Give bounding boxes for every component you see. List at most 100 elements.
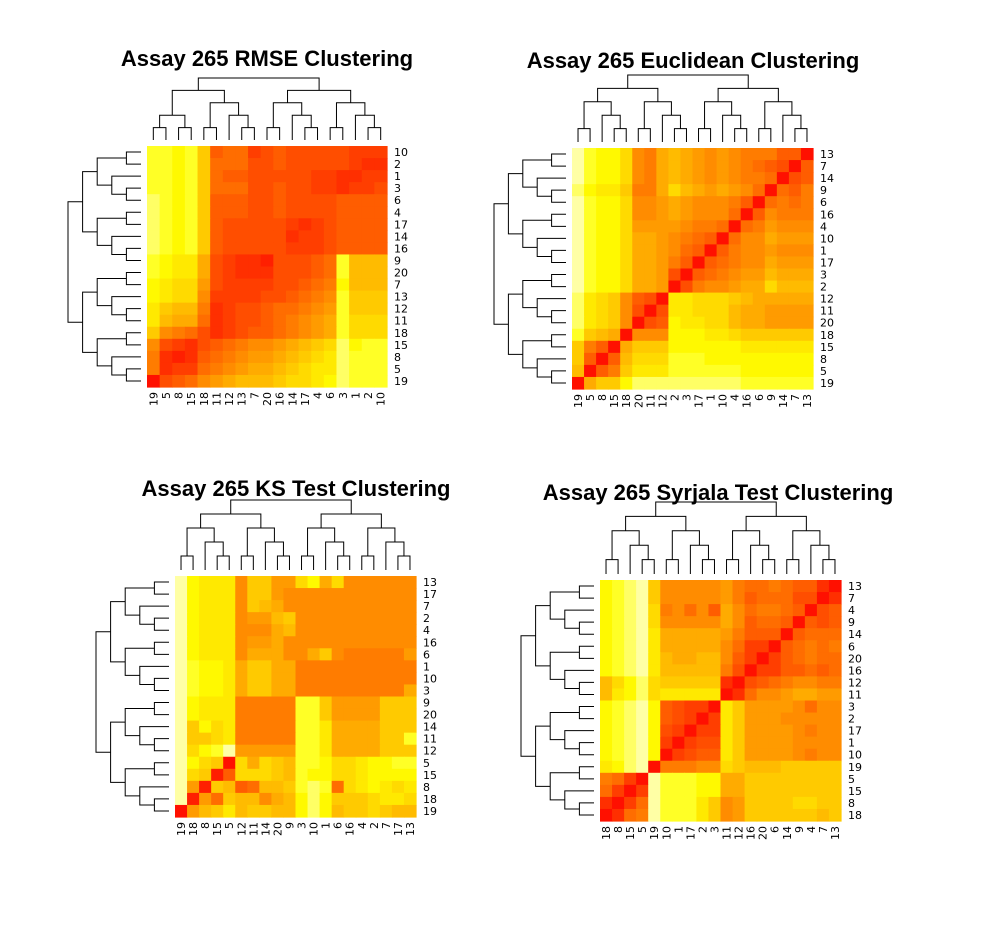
row-dendrogram-link xyxy=(125,272,141,286)
row-dendrogram-link xyxy=(153,738,169,752)
heatmap-cell xyxy=(379,804,393,818)
heatmap-cell xyxy=(644,376,657,390)
rmse-clustering-panel: Assay 265 RMSE Clustering 10213641714169… xyxy=(67,46,413,406)
heatmap-cell xyxy=(285,314,300,328)
heatmap-cell xyxy=(187,672,200,686)
heatmap-cell xyxy=(776,316,790,330)
heatmap-cell xyxy=(672,676,685,690)
row-label: 7 xyxy=(394,279,401,292)
heatmap-cell xyxy=(804,748,818,762)
column-label: 14 xyxy=(777,394,790,408)
heatmap-cell xyxy=(600,676,613,690)
heatmap-cell xyxy=(584,328,597,342)
heatmap-cell xyxy=(403,684,417,698)
heatmap-cell xyxy=(636,652,649,665)
heatmap-cell xyxy=(211,792,224,806)
heatmap-cell xyxy=(720,580,734,593)
heatmap-cell xyxy=(159,254,173,268)
heatmap-cell xyxy=(295,588,309,601)
heatmap-cell xyxy=(692,304,706,318)
heatmap-cell xyxy=(271,708,285,722)
heatmap-cell xyxy=(644,268,657,282)
heatmap-cell xyxy=(295,660,309,673)
heatmap-cell xyxy=(708,796,722,810)
heatmap-cell xyxy=(672,796,685,810)
heatmap-cell xyxy=(728,328,742,342)
heatmap-cell xyxy=(612,760,625,774)
heatmap-cell xyxy=(260,230,274,243)
heatmap-cell xyxy=(319,756,333,770)
heatmap-cell xyxy=(744,676,758,690)
column-dendrogram-link xyxy=(794,128,808,142)
row-label: 17 xyxy=(423,588,437,601)
heatmap-cell xyxy=(223,660,236,673)
heatmap-cell xyxy=(349,254,363,268)
heatmap-cell xyxy=(792,784,806,798)
heatmap-cell xyxy=(668,376,682,390)
heatmap-cell xyxy=(620,364,633,378)
row-dendrogram-link xyxy=(507,293,523,355)
heatmap-cell xyxy=(744,724,758,738)
heatmap-cell xyxy=(740,352,754,366)
row-label: 6 xyxy=(394,194,401,207)
heatmap-cell xyxy=(720,796,734,810)
heatmap-cell xyxy=(716,220,730,233)
heatmap-cell xyxy=(319,600,333,613)
heatmap-cell xyxy=(648,580,661,593)
column-label: 15 xyxy=(211,822,224,836)
heatmap-cell xyxy=(704,304,718,318)
heatmap-cell xyxy=(768,784,782,798)
heatmap-cell xyxy=(680,232,694,245)
heatmap-cell xyxy=(728,220,742,233)
heatmap-cell xyxy=(692,172,706,185)
column-label: 13 xyxy=(801,394,814,408)
column-label: 20 xyxy=(632,394,645,408)
heatmap-cell xyxy=(752,244,766,258)
row-dendrogram-link xyxy=(82,291,98,353)
heatmap-cell xyxy=(323,278,338,292)
heatmap-cell xyxy=(620,376,633,390)
heatmap-cell xyxy=(311,314,325,328)
column-dendrogram-link xyxy=(822,559,836,574)
heatmap-cell xyxy=(248,242,262,256)
heatmap-cell xyxy=(295,636,309,649)
heatmap-cell xyxy=(374,314,388,328)
heatmap-cell xyxy=(696,616,710,629)
heatmap-cell xyxy=(764,220,778,233)
heatmap-cell xyxy=(692,244,706,258)
heatmap-cell xyxy=(740,292,754,306)
heatmap-cell xyxy=(608,280,621,294)
column-dendrogram-link xyxy=(197,77,320,91)
heatmap-cell xyxy=(175,696,188,710)
column-label: 5 xyxy=(584,394,597,401)
heatmap-cell xyxy=(740,208,754,221)
euclidean-row-dendrogram xyxy=(493,153,566,384)
heatmap-cell xyxy=(624,808,637,822)
row-label: 15 xyxy=(820,341,834,354)
heatmap-cell xyxy=(752,148,766,161)
heatmap-cell xyxy=(235,636,248,649)
heatmap-cell xyxy=(644,172,657,185)
heatmap-cell xyxy=(283,624,297,637)
heatmap-cell xyxy=(403,768,417,782)
row-dendrogram-link xyxy=(82,171,98,233)
heatmap-cell xyxy=(608,232,621,245)
heatmap-cell xyxy=(644,328,657,342)
heatmap-cell xyxy=(343,708,357,722)
heatmap-cell xyxy=(343,768,357,782)
heatmap-cell xyxy=(222,266,237,280)
column-label: 5 xyxy=(636,826,649,833)
heatmap-cell xyxy=(273,158,287,171)
heatmap-cell xyxy=(197,338,211,352)
heatmap-cell xyxy=(780,688,794,702)
heatmap-cell xyxy=(632,244,645,258)
heatmap-cell xyxy=(800,292,814,306)
row-dendrogram-link xyxy=(520,635,536,757)
heatmap-cell xyxy=(374,278,388,292)
heatmap-cell xyxy=(800,364,814,378)
heatmap-cell xyxy=(271,576,285,589)
heatmap-cell xyxy=(331,720,345,734)
heatmap-cell xyxy=(349,170,363,183)
heatmap-cell xyxy=(197,290,211,304)
heatmap-cell xyxy=(656,364,669,378)
